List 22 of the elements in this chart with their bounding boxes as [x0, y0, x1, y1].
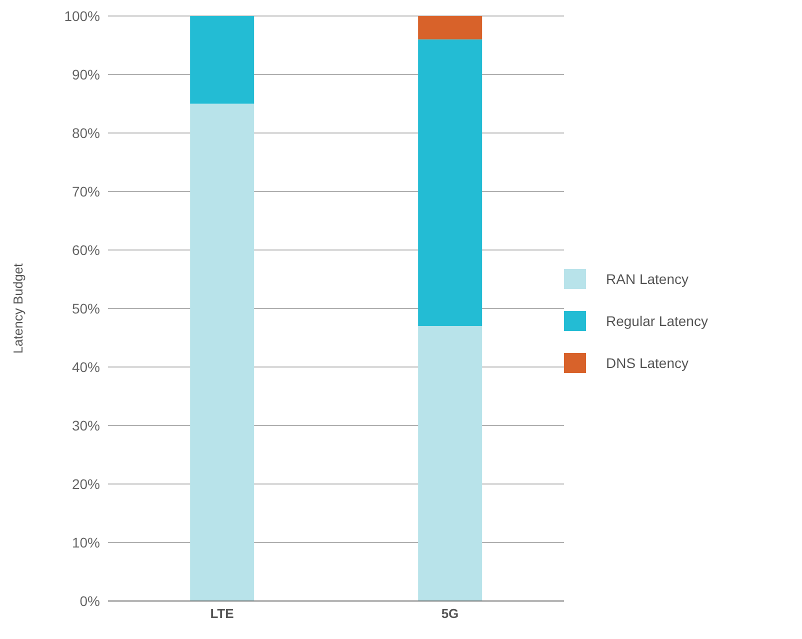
bar: [418, 16, 482, 40]
legend-label: Regular Latency: [606, 312, 708, 328]
y-tick-label: 100%: [64, 8, 100, 24]
bar: [418, 326, 482, 601]
y-tick-label: 60%: [72, 242, 100, 258]
x-tick-label: LTE: [210, 606, 234, 622]
bar: [418, 39, 482, 326]
bar: [190, 16, 254, 104]
y-tick-label: 80%: [72, 124, 100, 141]
y-tick-label: 50%: [72, 300, 100, 316]
y-tick-label: 30%: [72, 417, 100, 434]
bar: [190, 104, 254, 601]
y-axis-title: Latency Budget: [10, 262, 26, 354]
y-tick-label: 10%: [72, 534, 100, 550]
x-tick-label: 5G: [441, 606, 459, 622]
legend-label: RAN Latency: [606, 270, 688, 286]
y-tick-label: 0%: [80, 592, 100, 609]
y-tick-label: 90%: [72, 66, 100, 82]
y-tick-label: 40%: [72, 358, 100, 375]
y-tick-label: 20%: [72, 476, 100, 492]
y-tick-label: 70%: [72, 183, 100, 200]
legend-label: DNS Latency: [606, 354, 688, 370]
